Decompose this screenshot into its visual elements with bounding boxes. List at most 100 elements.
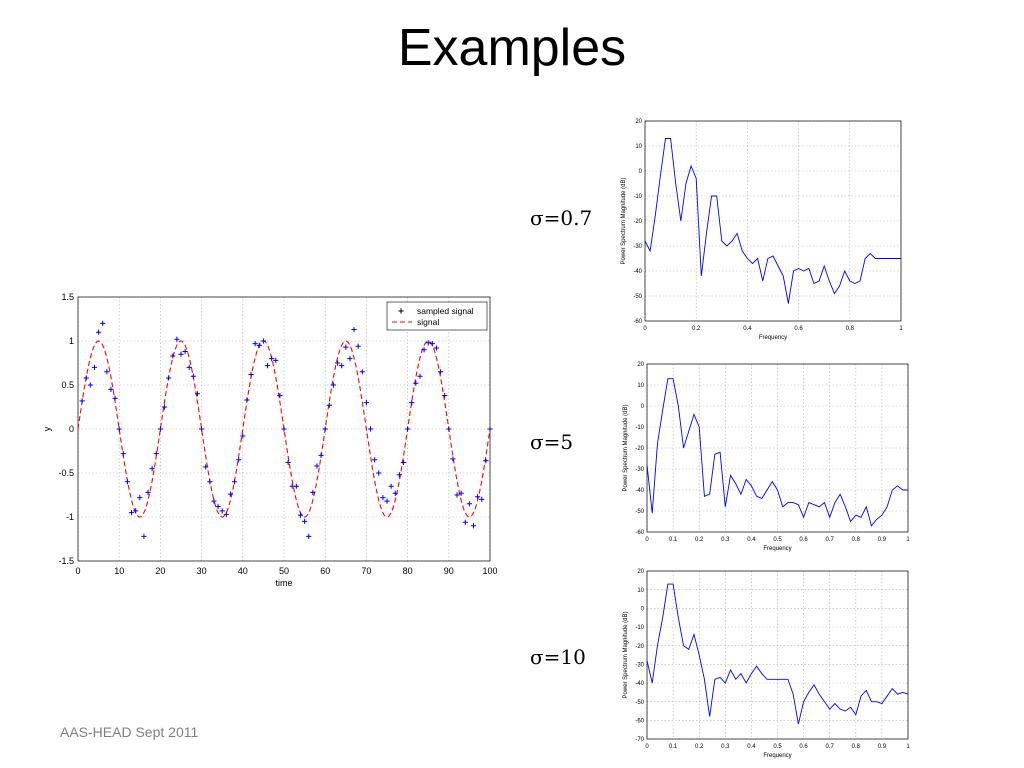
spectrum-chart-sigma-5: 0 0.1 0.2 0.3 0.4 0.5 0.6 0.7 0.8 0.9 1 -60 -50 -40 -3… <box>623 362 910 552</box>
sample-point <box>178 351 184 357</box>
sample-point <box>240 433 246 439</box>
sigma-label-5: σ=5 <box>530 430 573 454</box>
sample-point <box>199 426 205 432</box>
y-tick-label: -30 <box>635 467 644 473</box>
sample-point <box>137 495 143 501</box>
y-tick-label: -50 <box>635 509 644 515</box>
y-tick-label: -30 <box>633 244 642 250</box>
x-tick-label: 0 <box>75 566 80 576</box>
sigma-symbol: σ <box>530 645 544 669</box>
sigma-value: =5 <box>543 430 574 454</box>
y-tick-label: -60 <box>635 718 644 724</box>
time-series-chart: 0 10 20 30 40 50 60 70 80 90 100 -1.5 -1 -0.5 0 0.5 1 1.5… <box>42 292 498 588</box>
sample-point <box>293 483 299 489</box>
spectrum-chart-sigma-0.7: 0 0.2 0.4 0.6 0.8 1 -60 -50 -40 -30 -20 -10 0 10 20 Fre… <box>621 119 903 341</box>
sample-point <box>380 495 386 501</box>
sample-point <box>405 426 411 432</box>
x-tick-label: 0.8 <box>852 744 861 750</box>
x-tick-label: 10 <box>114 566 124 576</box>
x-tick-label: 0.1 <box>669 537 678 543</box>
sample-point <box>421 347 427 353</box>
sample-point <box>145 489 151 495</box>
y-tick-label: -60 <box>635 530 644 536</box>
sample-point <box>124 479 131 485</box>
y-tick-label: -20 <box>635 644 644 650</box>
sample-point <box>273 357 279 363</box>
x-tick-label: 1 <box>906 537 910 543</box>
sample-point <box>479 496 485 502</box>
legend-label-signal: signal <box>417 317 439 327</box>
sample-point <box>285 459 291 466</box>
y-tick-label: 20 <box>637 569 644 575</box>
sample-point <box>462 519 468 525</box>
legend-box <box>386 301 488 331</box>
x-tick-label: 40 <box>238 566 248 576</box>
sample-point <box>392 490 398 496</box>
sigma-label-10: σ=10 <box>530 645 586 669</box>
sample-point <box>281 426 287 432</box>
footer-text: AAS-HEAD Sept 2011 <box>60 724 199 740</box>
sample-point <box>96 329 102 335</box>
y-axis-label: Power Spectrum Magnitude (dB) <box>623 404 629 491</box>
sample-point <box>334 360 341 366</box>
sample-point <box>454 492 460 498</box>
y-tick-label: -50 <box>633 294 642 300</box>
sample-point <box>446 426 452 432</box>
y-tick-label: -40 <box>633 269 642 275</box>
sample-point <box>248 371 254 378</box>
sample-point <box>306 533 312 539</box>
slide-title: Examples <box>397 19 627 77</box>
y-tick-label: -20 <box>633 219 642 225</box>
sample-point <box>149 466 155 472</box>
sample-point <box>363 400 369 406</box>
sample-point <box>100 320 106 326</box>
sample-point <box>433 345 440 351</box>
x-tick-label: 0.7 <box>826 537 835 543</box>
x-tick-label: 0.2 <box>692 326 701 332</box>
sample-point <box>413 380 419 386</box>
sample-point <box>376 470 382 476</box>
sample-point <box>359 369 365 375</box>
y-tick-label: -1 <box>66 512 74 522</box>
x-tick-label: 0.6 <box>799 537 808 543</box>
sample-point <box>388 483 394 489</box>
y-tick-label: -40 <box>635 488 644 494</box>
y-tick-label: -1.5 <box>58 556 74 566</box>
sample-point <box>194 391 201 397</box>
sample-point <box>211 498 217 504</box>
x-tick-label: 0.4 <box>743 326 752 332</box>
x-tick-label: 70 <box>361 566 371 576</box>
sample-point <box>330 382 337 388</box>
sample-point <box>339 363 345 369</box>
sample-point <box>207 479 213 485</box>
sample-point <box>429 341 435 347</box>
x-tick-label: 1 <box>899 326 903 332</box>
sample-point <box>215 503 221 510</box>
sample-point <box>182 348 188 355</box>
x-tick-label: 1 <box>906 744 910 750</box>
sample-point <box>277 392 283 399</box>
x-tick-label: 0 <box>645 537 649 543</box>
sample-point <box>157 426 163 432</box>
y-tick-label: 0.5 <box>61 380 74 390</box>
sample-point <box>310 489 316 495</box>
sample-point <box>252 341 258 347</box>
spectrum-chart-sigma-10: 0 0.1 0.2 0.3 0.4 0.5 0.6 0.7 0.8 0.9 1 -70 -60 -50 -4… <box>623 569 910 759</box>
sample-point <box>264 363 271 369</box>
y-tick-label: 20 <box>635 119 642 125</box>
x-tick-label: 0.6 <box>799 744 808 750</box>
x-axis-label: time <box>275 578 292 588</box>
sample-point <box>108 386 114 392</box>
x-tick-label: 0 <box>645 744 649 750</box>
y-tick-label: 0 <box>639 169 643 175</box>
y-axis-label: Power Spectrum Magnitude (dB) <box>621 177 627 264</box>
sample-point <box>425 340 431 346</box>
spectrum-line <box>646 583 909 725</box>
sample-point <box>314 463 320 469</box>
sample-point <box>351 326 357 333</box>
y-tick-label: 1.5 <box>61 292 74 302</box>
sample-point <box>384 498 390 504</box>
sample-point <box>190 373 196 379</box>
sample-point <box>174 336 180 342</box>
sample-point <box>487 426 493 432</box>
